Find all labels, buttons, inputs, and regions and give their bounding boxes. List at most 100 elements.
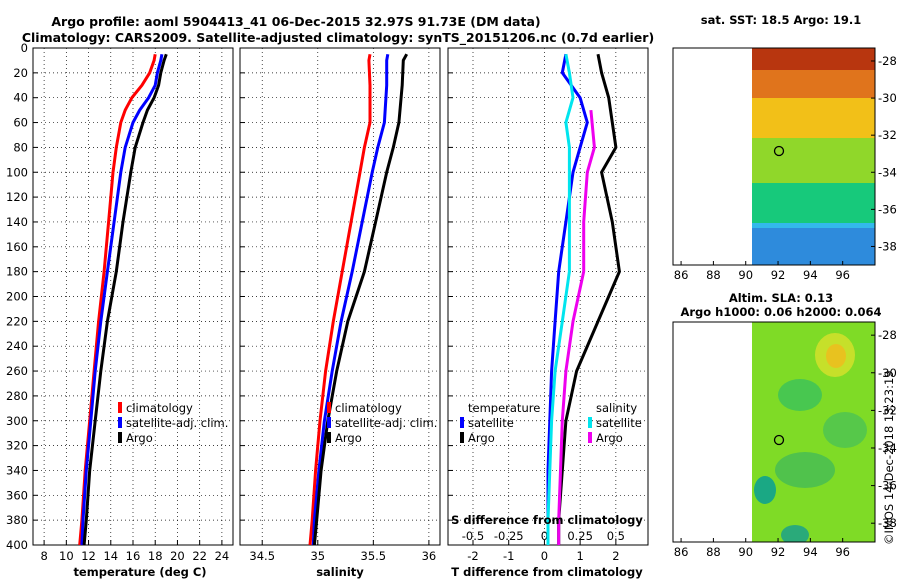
legend-climatology: climatology: [335, 401, 402, 415]
sst-field: [752, 48, 875, 265]
credit-text: ©IMOS 14-Dec-2018 13:23:19: [882, 370, 896, 545]
lat-tick-label: -34: [878, 441, 897, 455]
depth-tick-label: 100: [6, 165, 28, 179]
sla-argo-location-marker: [773, 434, 785, 446]
sla-low-anomaly-c: [775, 452, 835, 488]
s-tick-label: 0.5: [607, 529, 625, 543]
depth-tick-label: 320: [6, 439, 28, 453]
legend-swatch-t-satellite: [460, 417, 464, 428]
s-tick-label: 0.25: [567, 529, 593, 543]
legend-swatch-climatology: [327, 402, 331, 413]
salinity-frame: [239, 47, 441, 546]
depth-tick-label: 280: [6, 389, 28, 403]
lon-tick-label: 86: [674, 545, 689, 559]
x-tick-label: 36: [422, 549, 437, 563]
x-tick-label: 8: [40, 549, 47, 563]
lat-tick-label: -32: [878, 128, 897, 142]
legend-s-satellite: satellite: [596, 416, 642, 430]
lat-tick-label: -38: [878, 516, 897, 530]
depth-tick-label: 80: [13, 140, 28, 154]
lon-tick-label: 92: [771, 545, 786, 559]
salinity-profiles: [308, 53, 409, 546]
legend-swatch-argo: [118, 432, 122, 443]
sla-map-title-line-2: Argo h1000: 0.06 h2000: 0.064: [680, 305, 881, 319]
x-tick-label: 18: [148, 549, 163, 563]
lon-tick-label: 88: [706, 545, 721, 559]
salinity-legend: climatology satellite-adj. clim. Argo: [327, 401, 437, 445]
lat-tick-label: -32: [878, 403, 897, 417]
temperature-axis-label: temperature (deg C): [73, 565, 206, 579]
depth-tick-label: 160: [6, 240, 28, 254]
x-tick-label: 2: [612, 549, 619, 563]
legend-swatch-climatology: [118, 402, 122, 413]
profile-line-satellite-adj-clim-: [311, 53, 390, 546]
temperature-panel: 0 20 40 60 80 100 120 140 160 180 200 220 240 260 280 3…: [6, 41, 453, 579]
legend-swatch-s-satellite: [588, 417, 592, 428]
sst-band-coldest: [752, 228, 875, 265]
profile-line-satellite-adj-clim-: [80, 53, 164, 546]
difference-profiles: [546, 53, 621, 545]
legend-satellite-adj: satellite-adj. clim.: [335, 416, 437, 430]
x-tick-label: 20: [170, 549, 185, 563]
lat-tick-label: -28: [878, 54, 897, 68]
x-tick-label: 35: [310, 549, 325, 563]
legend-title-temperature: temperature: [468, 401, 540, 415]
legend-t-argo: Argo: [468, 431, 495, 445]
depth-tick-label: 400: [6, 538, 28, 552]
x-tick-label: 1: [576, 549, 583, 563]
legend-swatch-satellite: [118, 417, 122, 428]
profile-line-argo: [82, 53, 168, 546]
temperature-difference-legend: temperature satellite Argo: [460, 401, 540, 445]
lon-tick-label: 96: [835, 545, 850, 559]
legend-argo: Argo: [335, 431, 362, 445]
x-tick-label: 10: [59, 549, 74, 563]
title-line-1: Argo profile: aoml 5904413_41 06-Dec-201…: [51, 14, 540, 30]
sla-field: [752, 322, 875, 542]
sla-map-frame: [672, 321, 876, 543]
title-line-2: Climatology: CARS2009. Satellite-adjuste…: [22, 30, 654, 46]
lat-tick-label: -30: [878, 91, 897, 105]
x-tick-label: -1: [503, 549, 514, 563]
profile-line-t-satellite: [546, 53, 589, 545]
depth-tick-label: 360: [6, 488, 28, 502]
s-tick-label: 0: [541, 529, 548, 543]
legend-swatch-s-argo: [588, 432, 592, 443]
temperature-tick-labels: 8 10 12 14 16 18 20 22 24: [40, 540, 229, 563]
lat-tick-label: -34: [878, 165, 897, 179]
profile-line-s-satellite: [546, 53, 575, 545]
lon-tick-label: 86: [674, 268, 689, 282]
depth-tick-label: 380: [6, 513, 28, 527]
lon-tick-label: 90: [738, 268, 753, 282]
salinity-difference-legend: salinity satellite Argo: [588, 401, 642, 445]
salinity-tick-labels: 34.5 35 35.5 36: [249, 540, 436, 563]
sst-map-frame: [672, 47, 876, 266]
legend-t-satellite: satellite: [468, 416, 514, 430]
x-tick-label: 14: [103, 549, 118, 563]
sla-low-anomaly-a: [778, 379, 822, 411]
sla-map-ticks: 86 88 90 92 94 96 -28 -30 -32 -34 -36 -38: [674, 328, 897, 559]
legend-swatch-satellite: [327, 417, 331, 428]
legend-satellite-adj: satellite-adj. clim.: [126, 416, 228, 430]
lat-tick-label: -36: [878, 479, 897, 493]
lon-tick-label: 94: [803, 268, 818, 282]
sla-peak-anomaly: [826, 344, 846, 368]
sst-band-hottest: [752, 48, 875, 70]
profile-line-s-argo: [557, 109, 596, 545]
legend-title-salinity: salinity: [596, 401, 637, 415]
sla-map-title-line-1: Altim. SLA: 0.13: [729, 291, 833, 305]
x-tick-label: -2: [467, 549, 478, 563]
depth-tick-label: 120: [6, 190, 28, 204]
sla-map-panel: Altim. SLA: 0.13 Argo h1000: 0.06 h2000:…: [672, 291, 897, 559]
difference-panel: -2 -1 0 1 2 -0.5 -0.25 0 0.25 0.5 S difference f…: [447, 47, 649, 579]
depth-tick-label: 300: [6, 414, 28, 428]
depth-tick-label: 0: [21, 41, 28, 55]
s-difference-tick-labels: -0.5 -0.25 0 0.25 0.5: [462, 529, 625, 543]
lat-tick-label: -38: [878, 239, 897, 253]
s-tick-label: -0.5: [462, 529, 484, 543]
sst-map-ticks: 86 88 90 92 94 96 -28 -30 -32 -34 -36 -38: [674, 54, 897, 282]
sla-low-anomaly-d: [823, 412, 867, 448]
t-difference-tick-labels: -2 -1 0 1 2: [467, 540, 620, 563]
legend-s-argo: Argo: [596, 431, 623, 445]
profile-line-climatology: [308, 53, 372, 546]
